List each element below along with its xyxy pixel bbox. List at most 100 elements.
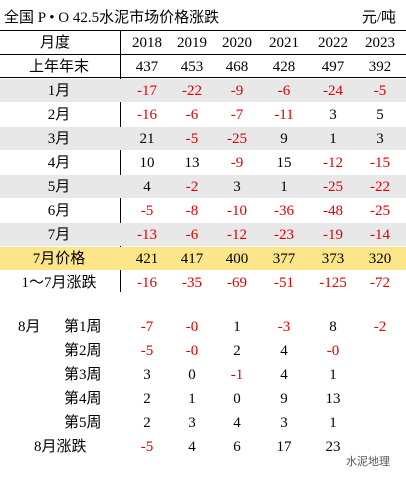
row-label: 7月 [47, 227, 71, 243]
row-label: 第5周 [64, 415, 102, 431]
cell-value: 421 [135, 251, 159, 267]
cell-value: 4 [233, 415, 241, 431]
cell-value: -72 [370, 275, 390, 291]
cell-value: -22 [370, 179, 390, 195]
cell-value: -1 [230, 367, 244, 383]
row-label: 第3周 [64, 367, 102, 383]
cell-value: 23 [325, 439, 341, 455]
year-header: 2021 [269, 35, 299, 51]
cell-value: -11 [274, 107, 294, 123]
cell-value: 417 [180, 251, 204, 267]
row-label: 3月 [47, 131, 71, 147]
cell-value: -24 [323, 83, 343, 99]
cell-value: 3 [143, 367, 151, 383]
cell-value: 377 [272, 251, 296, 267]
cell-value: -16 [137, 275, 157, 291]
cell-value: 13 [325, 391, 341, 407]
cell-value: 17 [276, 439, 292, 455]
row-label: 第1周 [64, 319, 102, 335]
cell-value: -10 [227, 203, 247, 219]
divider [120, 30, 121, 292]
cell-value: 0 [233, 391, 241, 407]
cell-value: 3 [233, 179, 241, 195]
cell-value: 8 [329, 319, 337, 335]
cell-value: 1 [188, 391, 196, 407]
cell-value: -6 [185, 107, 199, 123]
cell-value: -5 [185, 131, 199, 147]
cell-value: -7 [230, 107, 244, 123]
cell-value: -12 [227, 227, 247, 243]
cell-value: 3 [329, 107, 337, 123]
cell-value: 2 [233, 343, 241, 359]
header-label: 月度 [40, 35, 71, 51]
cell-value: 9 [280, 391, 288, 407]
row-label: 4月 [47, 155, 71, 171]
row-label: 5月 [47, 179, 71, 195]
rule [0, 77, 406, 78]
cell-value: -51 [274, 275, 294, 291]
year-header: 2020 [222, 35, 252, 51]
rule [0, 30, 406, 31]
cell-value: 2 [143, 391, 151, 407]
cell-value: -9 [230, 83, 244, 99]
cell-value: 15 [276, 155, 292, 171]
cell-value: 2 [143, 415, 151, 431]
cell-value: 320 [368, 251, 392, 267]
cell-value: -15 [370, 155, 390, 171]
cell-value: -0 [185, 343, 199, 359]
cell-value: -69 [227, 275, 247, 291]
cell-value: 1 [233, 319, 241, 335]
cell-value: -6 [277, 83, 291, 99]
row-label: 8月涨跌 [34, 439, 87, 455]
cell-value: -7 [140, 319, 154, 335]
cell-value: 428 [272, 59, 296, 75]
cell-value: -19 [323, 227, 343, 243]
shaded-row [0, 175, 406, 198]
cell-value: -0 [185, 319, 199, 335]
highlight-row [0, 247, 406, 270]
cell-value: -2 [185, 179, 199, 195]
row-label: 6月 [47, 203, 71, 219]
year-header: 2023 [365, 35, 395, 51]
cell-value: 497 [321, 59, 345, 75]
cell-value: -8 [185, 203, 199, 219]
row-label: 7月价格 [32, 251, 86, 267]
title: 全国 P • O 42.5水泥市场价格涨跌 [4, 10, 220, 26]
cell-value: -14 [370, 227, 390, 243]
year-header: 2018 [132, 35, 162, 51]
cell-value: 1 [329, 367, 337, 383]
cell-value: 9 [280, 131, 288, 147]
cell-value: -16 [137, 107, 157, 123]
row-label: 2月 [47, 107, 71, 123]
cell-value: -23 [274, 227, 294, 243]
cell-value: 4 [143, 179, 151, 195]
cell-value: 4 [188, 439, 196, 455]
cell-value: -6 [185, 227, 199, 243]
cell-value: 392 [368, 59, 392, 75]
row-label: 1月 [47, 83, 71, 99]
cell-value: 3 [280, 415, 288, 431]
unit: 元/吨 [361, 10, 396, 26]
cell-value: 1 [329, 415, 337, 431]
cell-value: 3 [376, 131, 384, 147]
shaded-row [0, 223, 406, 246]
cell-value: 4 [280, 343, 288, 359]
cell-value: -25 [227, 131, 247, 147]
cell-value: -125 [319, 275, 347, 291]
row-label: 上年年末 [28, 59, 89, 75]
cell-value: -0 [326, 343, 340, 359]
cell-value: 0 [188, 367, 196, 383]
cell-value: 453 [180, 59, 204, 75]
cell-value: -48 [323, 203, 343, 219]
row-label: 1～7月涨跌 [21, 275, 97, 291]
cell-value: -5 [140, 203, 154, 219]
shaded-row [0, 127, 406, 150]
cell-value: 400 [225, 251, 249, 267]
cell-value: -25 [323, 179, 343, 195]
cell-value: 13 [184, 155, 200, 171]
cell-value: -9 [230, 155, 244, 171]
cell-value: 5 [376, 107, 384, 123]
watermark: 水泥地理 [346, 455, 390, 468]
cell-value: 1 [280, 179, 288, 195]
